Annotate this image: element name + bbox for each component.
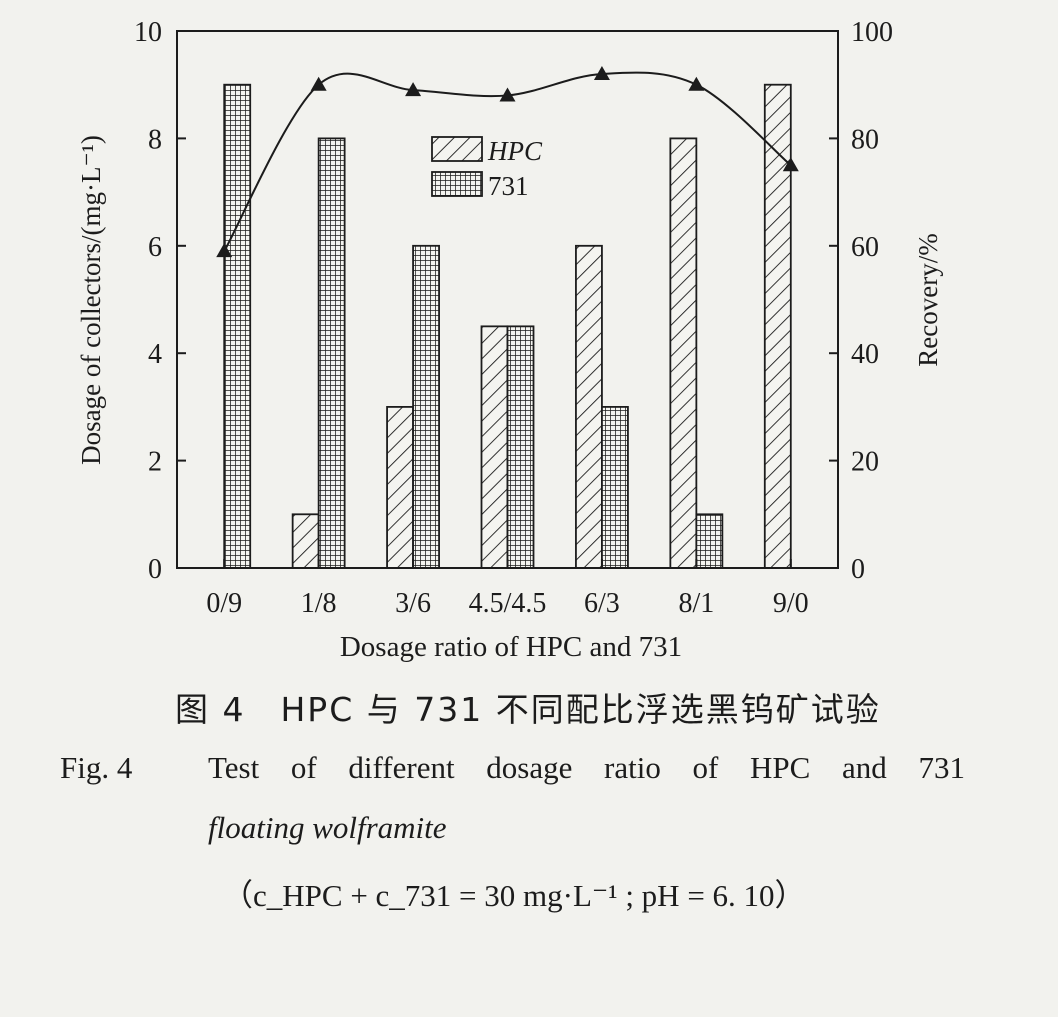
- caption-conditions: （c_HPC + c_731 = 30 mg·L⁻¹ ; pH = 6. 10）: [222, 878, 806, 913]
- recovery-point: [310, 76, 327, 91]
- bar-731: [695, 513, 724, 569]
- recovery-point: [593, 65, 610, 80]
- y-tick-label: 0: [148, 554, 162, 585]
- recovery-point: [405, 82, 422, 97]
- y2-tick-label: 40: [851, 339, 879, 370]
- x-tick-label: 4.5/4.5: [469, 588, 547, 619]
- y2-tick-label: 60: [851, 232, 879, 263]
- bar-hpc: [291, 513, 320, 569]
- recovery-point: [499, 87, 516, 102]
- caption-title-line2: floating wolframite: [208, 810, 447, 845]
- bar-hpc: [763, 83, 792, 569]
- legend: HPC 731: [431, 136, 543, 201]
- x-tick-label: 6/3: [584, 588, 620, 619]
- y-tick-label: 4: [148, 339, 162, 370]
- y-tick-label: 10: [134, 17, 162, 48]
- y2-tick-label: 20: [851, 447, 879, 478]
- recovery-point: [782, 157, 799, 172]
- recovery-point: [688, 76, 705, 91]
- bar-731: [223, 83, 252, 569]
- y-axis-label: Dosage of collectors/(mg·L⁻¹): [76, 135, 106, 465]
- x-axis-label: Dosage ratio of HPC and 731: [340, 631, 682, 663]
- legend-label-731: 731: [488, 171, 529, 201]
- bar-731: [317, 137, 346, 569]
- recovery-point: [216, 243, 233, 258]
- x-tick-label: 8/1: [678, 588, 714, 619]
- y2-tick-label: 0: [851, 554, 865, 585]
- bar-hpc: [386, 405, 414, 569]
- bar-hpc: [669, 137, 698, 569]
- legend-swatch-hpc: [431, 136, 483, 162]
- legend-swatch-731: [431, 171, 483, 197]
- y-tick-label: 8: [148, 124, 162, 155]
- bar-731: [506, 325, 535, 569]
- y2-axis-label: Recovery/%: [913, 233, 943, 366]
- y2-tick-label: 100: [851, 17, 893, 48]
- y2-tick-label: 80: [851, 124, 879, 155]
- bar-hpc: [480, 325, 509, 569]
- x-tick-label: 1/8: [301, 588, 337, 619]
- bar-731: [601, 405, 629, 569]
- bar-731: [412, 244, 440, 569]
- bar-hpc: [575, 244, 603, 569]
- x-tick-label: 0/9: [206, 588, 242, 619]
- caption-chinese: 图 4 HPC 与 731 不同配比浮选黑钨矿试验: [175, 690, 881, 729]
- y-tick-label: 6: [148, 232, 162, 263]
- x-tick-label: 3/6: [395, 588, 431, 619]
- legend-label-hpc: HPC: [487, 136, 543, 166]
- x-tick-label: 9/0: [773, 588, 809, 619]
- caption-figure-number: Fig. 4: [60, 750, 133, 785]
- caption-title-line1: Test of different dosage ratio of HPC an…: [208, 750, 965, 785]
- y-tick-label: 2: [148, 447, 162, 478]
